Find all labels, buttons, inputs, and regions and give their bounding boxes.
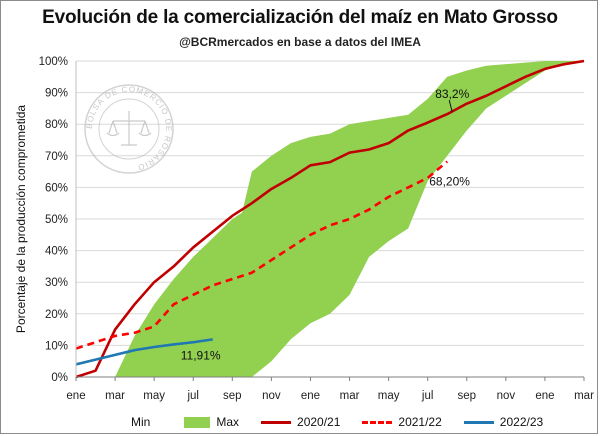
x-tick-label: jul: [186, 390, 199, 402]
annotation-2020-21: 83,2%: [435, 87, 469, 101]
y-tick-label: 50%: [45, 214, 68, 226]
x-tick-label: ene: [535, 390, 554, 402]
series-line-2020-21: [75, 59, 585, 379]
annotation-2022-23: 11,91%: [181, 348, 221, 362]
x-tick-label: nov: [262, 390, 281, 402]
chart-title: Evolución de la comercialización del maí…: [42, 7, 558, 28]
x-tick-label: may: [143, 390, 165, 402]
x-tick-label: ene: [66, 390, 85, 402]
y-tick-labels: 0% 10% 20% 30% 40% 50% 60% 70% 80% 90% 100%: [39, 56, 68, 384]
legend-label-min: Min: [131, 415, 151, 429]
y-tick-label: 30%: [45, 277, 68, 289]
series-line-2022-23: [75, 338, 213, 366]
legend-swatch-max: [184, 416, 211, 428]
x-tick-label: mar: [574, 390, 594, 402]
x-tick-label: sep: [223, 390, 242, 402]
range-area: [76, 61, 584, 377]
legend-label-max: Max: [216, 415, 240, 429]
y-tick-label: 80%: [45, 119, 68, 131]
x-tick-label: jul: [421, 390, 434, 402]
x-tick-label: may: [378, 390, 400, 402]
y-tick-label: 90%: [45, 88, 68, 100]
x-tick-labels: ene mar may jul sep nov ene mar may jul sep nov ene m…: [66, 390, 594, 402]
series-lines: [75, 59, 585, 379]
legend-swatch-2022-23: [463, 420, 494, 424]
y-tick-label: 10%: [45, 340, 68, 352]
y-axis-label: Porcentaje de la producción comprometida: [14, 105, 28, 333]
legend-swatch-2021-22: [362, 420, 393, 424]
watermark-inner-ring: [98, 98, 160, 160]
y-tick-label: 70%: [45, 151, 68, 163]
watermark-seal: BOLSA DE COMERCIO DE ROSARIO: [84, 84, 174, 174]
legend-item-2022-23: 2022/23: [463, 415, 544, 429]
x-tick-label: mar: [340, 390, 360, 402]
scales-icon: [106, 111, 152, 146]
x-tick-label: mar: [105, 390, 125, 402]
series-line-2021-22: [75, 160, 449, 350]
x-tick-label: nov: [497, 390, 516, 402]
legend-item-2020-21: 2020/21: [261, 415, 340, 429]
range-area-fill: [76, 61, 584, 377]
x-tick-label: ene: [301, 390, 320, 402]
y-tick-label: 20%: [45, 309, 68, 321]
legend-item-2021-22: 2021/22: [362, 415, 442, 429]
y-tick-label: 40%: [45, 246, 68, 258]
legend-item-min: Min: [131, 415, 162, 429]
annotation-2021-22: 68,20%: [429, 174, 470, 188]
x-tick-label: sep: [457, 390, 476, 402]
watermark-outer-ring: [84, 84, 174, 174]
legend-item-max: Max: [184, 415, 239, 429]
y-tick-label: 0%: [51, 372, 68, 384]
annotation-leader: [448, 99, 453, 113]
y-tick-label: 60%: [45, 182, 68, 194]
chart-subtitle: @BCRmercados en base a datos del IMEA: [179, 35, 421, 49]
legend-label-2020-21: 2020/21: [297, 415, 341, 429]
legend-label-2021-22: 2021/22: [398, 415, 442, 429]
legend-swatch-2020-21: [261, 420, 292, 424]
legend-label-2022-23: 2022/23: [499, 415, 544, 429]
legend: Min Max 2020/21 2021/22 2022/23: [131, 413, 565, 431]
annotations: 83,2% 68,20% 11,91%: [181, 87, 470, 362]
y-tick-label: 100%: [39, 56, 68, 68]
axes: [75, 61, 585, 381]
